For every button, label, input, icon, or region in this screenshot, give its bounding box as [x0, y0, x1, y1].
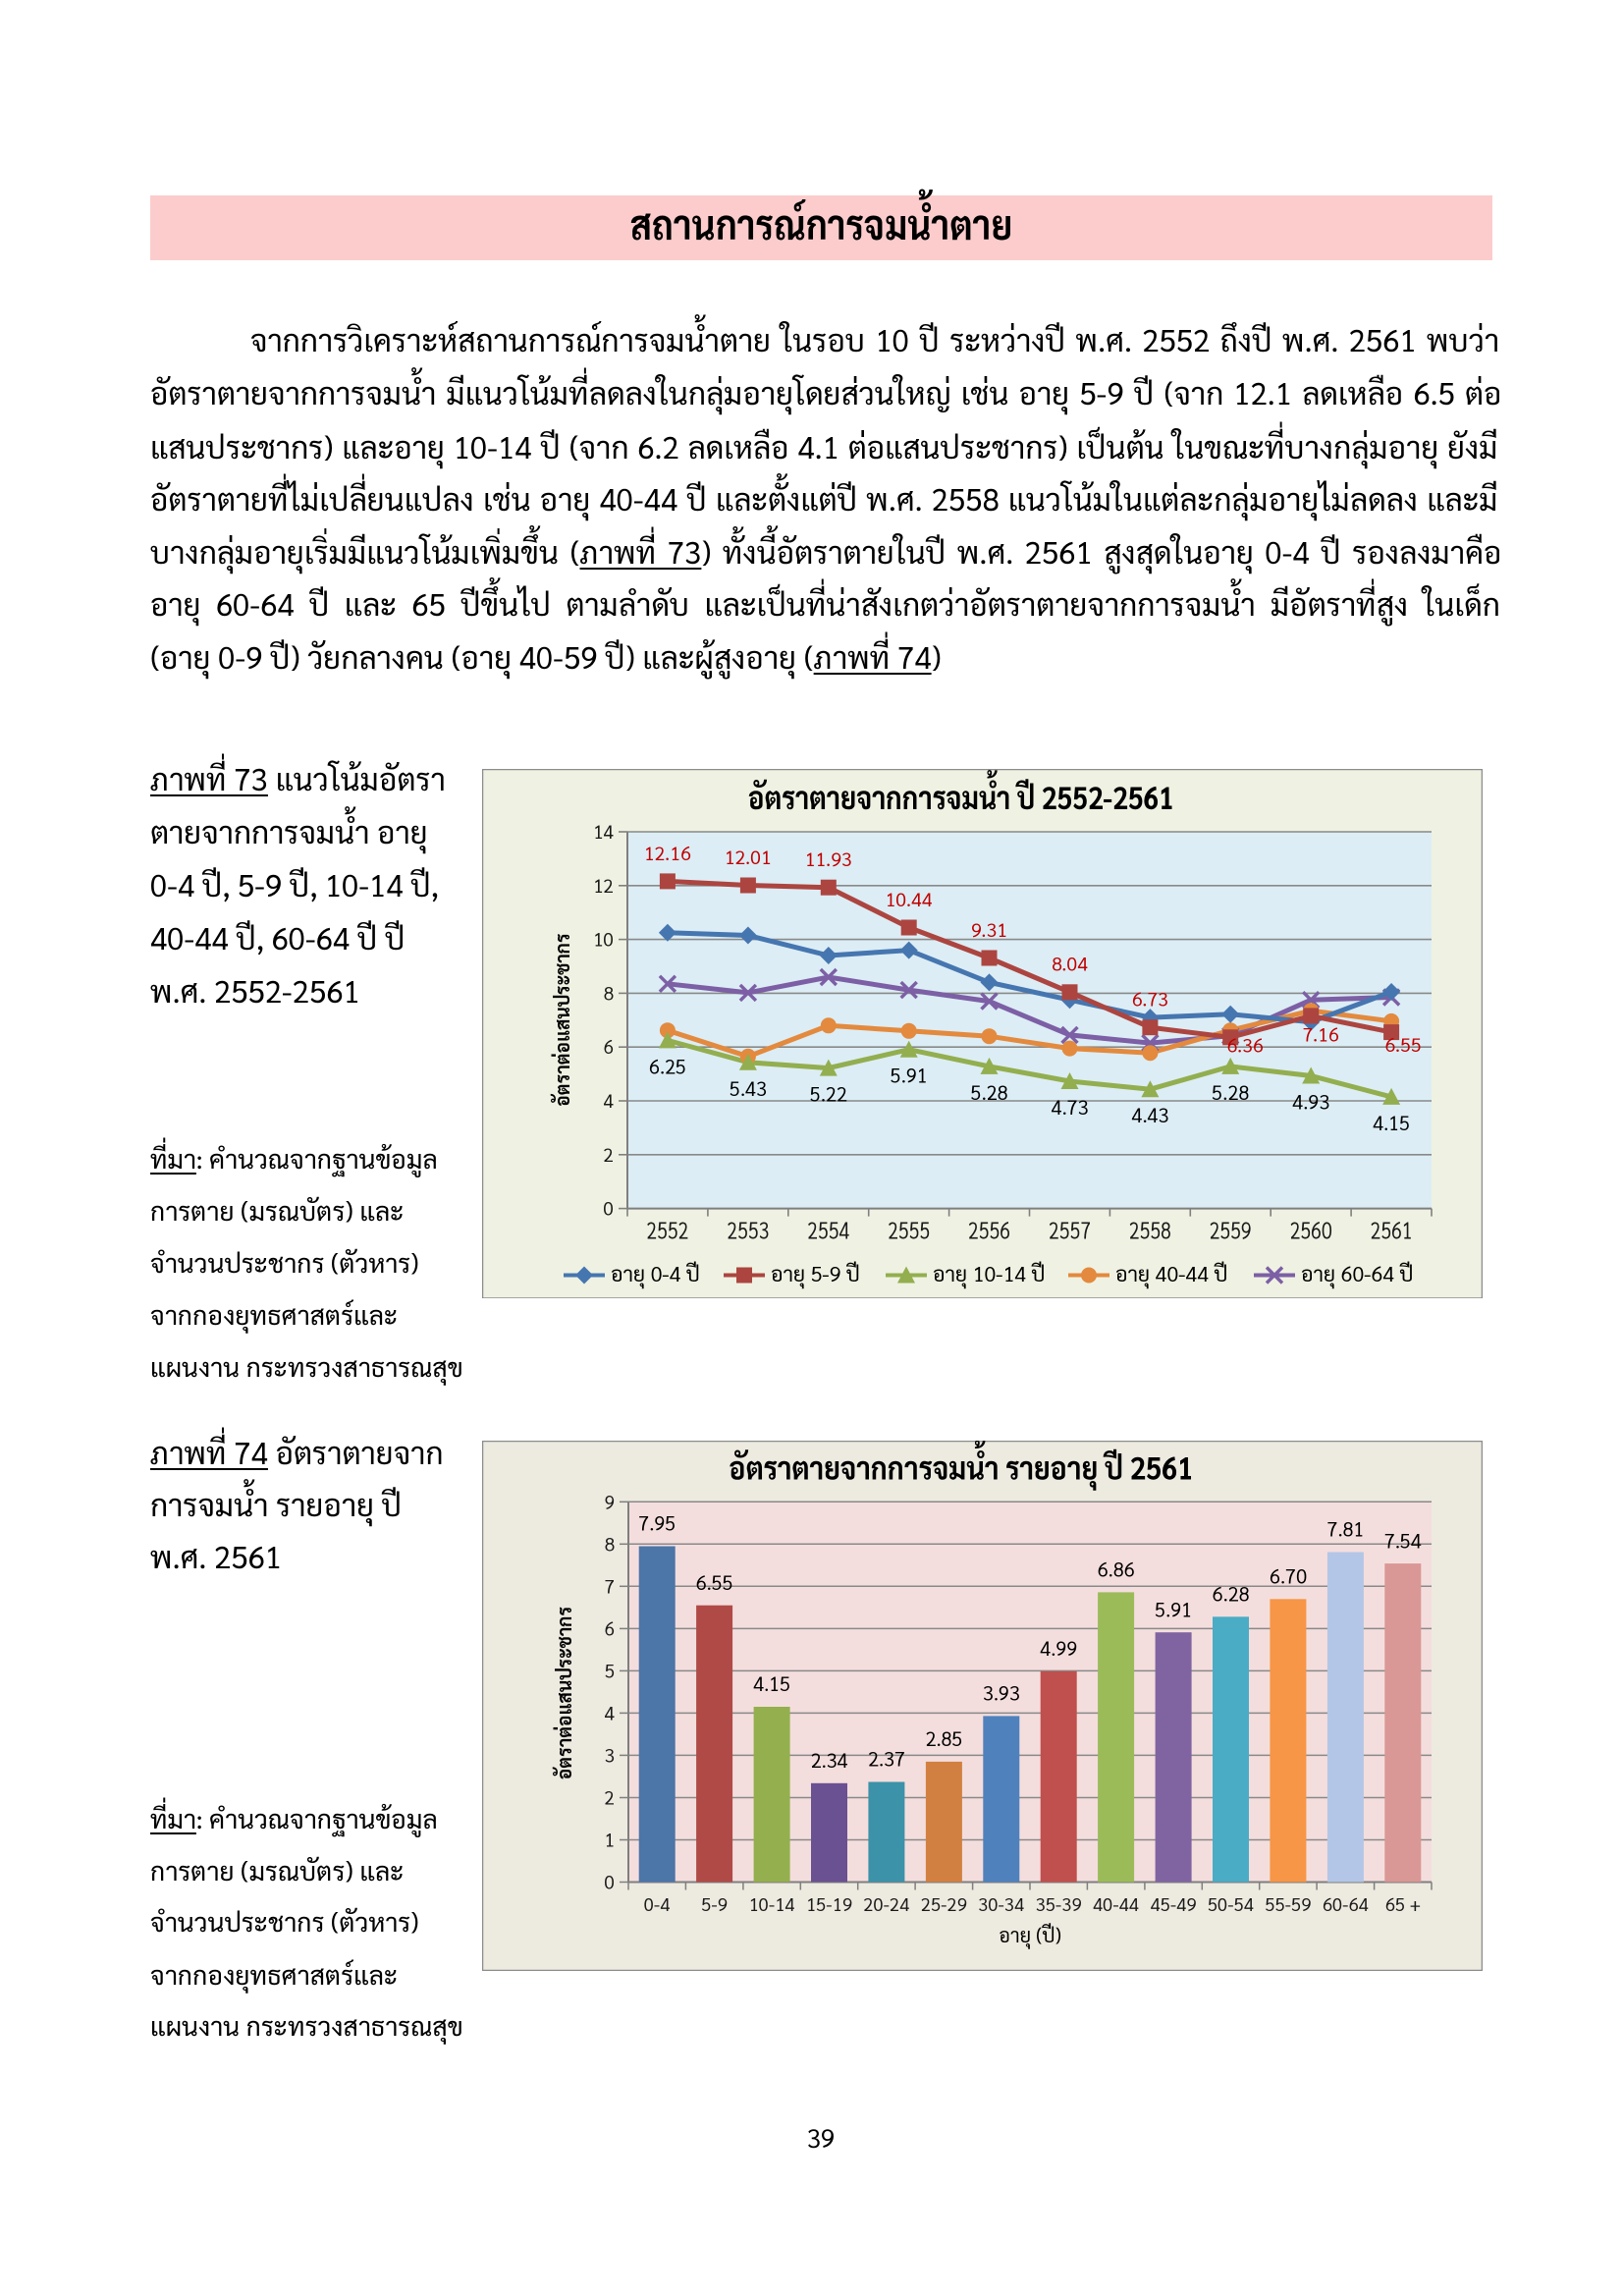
svg-text:5-9: 5-9	[701, 1892, 728, 1916]
svg-text:14: 14	[593, 820, 614, 844]
svg-text:4.99: 4.99	[1040, 1635, 1077, 1661]
svg-text:อัตราต่อแสนประชากร: อัตราต่อแสนประชากร	[551, 1606, 576, 1778]
svg-text:15-19: 15-19	[806, 1892, 852, 1916]
svg-text:2: 2	[605, 1785, 615, 1809]
svg-text:12.16: 12.16	[644, 839, 691, 864]
svg-text:อายุ 40-44 ปี: อายุ 40-44 ปี	[1115, 1259, 1228, 1289]
svg-text:2560: 2560	[1290, 1213, 1332, 1244]
svg-text:4.43: 4.43	[1131, 1102, 1168, 1127]
svg-text:3.93: 3.93	[983, 1679, 1020, 1705]
svg-text:5.91: 5.91	[1155, 1596, 1192, 1621]
svg-text:9: 9	[605, 1490, 615, 1513]
svg-text:6.73: 6.73	[1132, 985, 1168, 1011]
svg-text:4.73: 4.73	[1051, 1094, 1088, 1120]
svg-text:4.15: 4.15	[753, 1670, 790, 1696]
svg-text:10-14: 10-14	[749, 1892, 795, 1916]
svg-text:2.34: 2.34	[810, 1747, 847, 1773]
svg-text:6.28: 6.28	[1212, 1580, 1249, 1606]
svg-text:4.15: 4.15	[1373, 1109, 1410, 1134]
svg-text:อายุ 5-9 ปี: อายุ 5-9 ปี	[771, 1259, 860, 1289]
svg-text:2552: 2552	[646, 1213, 688, 1244]
svg-text:1: 1	[605, 1828, 615, 1851]
svg-text:5.28: 5.28	[1212, 1078, 1249, 1104]
svg-text:อายุ (ปี): อายุ (ปี)	[999, 1922, 1061, 1950]
svg-text:6.36: 6.36	[1227, 1031, 1264, 1057]
svg-text:65 +: 65 +	[1385, 1892, 1421, 1916]
svg-text:0: 0	[604, 1196, 614, 1220]
svg-text:35-39: 35-39	[1036, 1892, 1082, 1916]
svg-text:5.43: 5.43	[730, 1074, 767, 1100]
svg-text:20-24: 20-24	[863, 1892, 909, 1916]
svg-text:4.93: 4.93	[1292, 1088, 1329, 1114]
svg-text:4: 4	[604, 1089, 614, 1113]
svg-text:6.70: 6.70	[1270, 1562, 1307, 1588]
svg-text:0: 0	[605, 1870, 615, 1893]
svg-text:6.86: 6.86	[1098, 1556, 1135, 1581]
svg-text:8: 8	[604, 981, 614, 1005]
svg-text:2553: 2553	[727, 1213, 769, 1244]
svg-text:2555: 2555	[888, 1213, 930, 1244]
svg-text:45-49: 45-49	[1151, 1892, 1197, 1916]
svg-text:5.91: 5.91	[891, 1062, 928, 1087]
svg-text:10: 10	[593, 927, 614, 951]
svg-text:6.55: 6.55	[696, 1568, 733, 1594]
svg-text:อัตราตายจากการจมน้ำ รายอายุ ปี: อัตราตายจากการจมน้ำ รายอายุ ปี 2561	[730, 1441, 1194, 1492]
svg-text:8: 8	[605, 1532, 615, 1556]
svg-text:5.22: 5.22	[810, 1080, 847, 1106]
svg-text:10.44: 10.44	[886, 885, 933, 910]
svg-text:6.25: 6.25	[649, 1053, 686, 1078]
svg-text:50-54: 50-54	[1208, 1892, 1254, 1916]
svg-text:0-4: 0-4	[644, 1892, 671, 1916]
svg-text:7.95: 7.95	[638, 1509, 676, 1535]
svg-text:2559: 2559	[1210, 1213, 1252, 1244]
svg-text:2: 2	[604, 1142, 614, 1166]
svg-text:4: 4	[605, 1701, 615, 1724]
svg-text:40-44: 40-44	[1093, 1892, 1139, 1916]
svg-text:2556: 2556	[968, 1213, 1010, 1244]
svg-text:อัตราตายจากการจมน้ำ ปี 2552-25: อัตราตายจากการจมน้ำ ปี 2552-2561	[748, 770, 1174, 817]
svg-text:6: 6	[605, 1616, 615, 1640]
svg-text:55-59: 55-59	[1265, 1892, 1311, 1916]
svg-text:อายุ 10-14 ปี: อายุ 10-14 ปี	[933, 1259, 1046, 1289]
svg-text:30-34: 30-34	[978, 1892, 1024, 1916]
svg-text:อายุ 0-4 ปี: อายุ 0-4 ปี	[611, 1259, 700, 1289]
svg-text:2561: 2561	[1371, 1213, 1413, 1244]
svg-text:9.31: 9.31	[971, 915, 1007, 941]
svg-text:12.01: 12.01	[725, 843, 772, 868]
svg-text:7.54: 7.54	[1384, 1527, 1422, 1553]
svg-text:6.55: 6.55	[1385, 1031, 1422, 1057]
svg-text:11.93: 11.93	[805, 846, 852, 871]
svg-text:60-64: 60-64	[1323, 1892, 1369, 1916]
svg-text:3: 3	[605, 1743, 615, 1767]
svg-text:7: 7	[605, 1574, 615, 1598]
svg-text:7.81: 7.81	[1326, 1515, 1364, 1541]
svg-text:7.16: 7.16	[1303, 1020, 1339, 1046]
svg-text:2554: 2554	[807, 1213, 849, 1244]
svg-text:2557: 2557	[1049, 1213, 1091, 1244]
svg-text:อายุ 60-64 ปี: อายุ 60-64 ปี	[1301, 1259, 1414, 1289]
svg-text:12: 12	[593, 873, 614, 897]
svg-text:2558: 2558	[1129, 1213, 1171, 1244]
svg-text:6: 6	[604, 1035, 614, 1059]
svg-text:5.28: 5.28	[970, 1078, 1007, 1104]
svg-text:2.85: 2.85	[925, 1725, 962, 1751]
svg-text:8.04: 8.04	[1052, 950, 1088, 975]
svg-text:5: 5	[605, 1659, 615, 1682]
svg-text:2.37: 2.37	[868, 1745, 905, 1771]
svg-text:อัตราต่อแสนประชากร: อัตราต่อแสนประชากร	[549, 933, 574, 1106]
svg-text:25-29: 25-29	[921, 1892, 967, 1916]
